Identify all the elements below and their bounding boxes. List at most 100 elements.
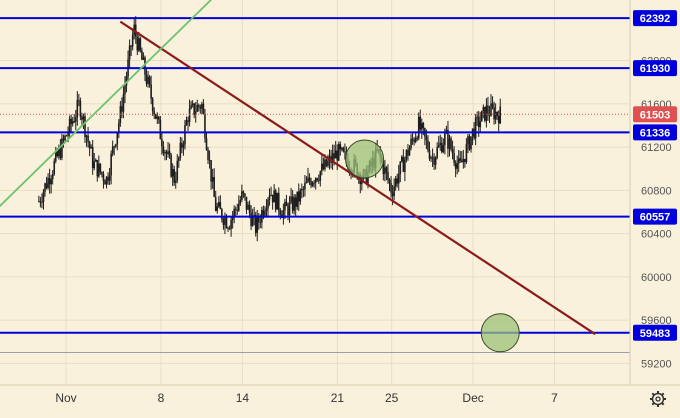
candle-body (274, 190, 277, 210)
candle-body (313, 182, 315, 184)
candle-body (470, 136, 472, 150)
candle-body (419, 116, 422, 130)
candle-body (108, 175, 111, 181)
candle-body (316, 178, 319, 181)
candle-body (148, 76, 151, 85)
last-price-badge (633, 106, 677, 123)
candle-body (222, 219, 225, 225)
candle-body (82, 116, 85, 120)
level-label: 61336 (640, 127, 671, 139)
candle-body (110, 153, 112, 176)
candle-body (130, 45, 132, 47)
candle-body (264, 211, 266, 216)
candle-body (417, 116, 420, 139)
candle-body (484, 106, 486, 121)
candle-body (64, 135, 66, 141)
candle-body (325, 159, 328, 166)
candle-body (47, 177, 49, 188)
candle-body (276, 192, 279, 210)
candle-body (270, 194, 272, 196)
candle-body (290, 196, 292, 202)
price-badges: 62392 61930 61503 61336 60557 59483 (633, 10, 677, 341)
candle-body (196, 105, 199, 112)
candle-body (227, 227, 229, 229)
candle-body (188, 108, 191, 123)
candle-body (239, 199, 242, 204)
candle-body (497, 116, 500, 124)
candle-body (477, 116, 480, 128)
candle-body (88, 141, 91, 149)
candle-body (322, 163, 325, 170)
candle-body (414, 137, 417, 142)
candle-body (408, 147, 411, 156)
candle-body (56, 151, 59, 157)
candle-body (111, 146, 114, 154)
candle-body (402, 156, 405, 172)
candle-body (425, 136, 428, 141)
candle-body (321, 163, 323, 172)
candle-body (164, 151, 166, 154)
candle-body (228, 228, 231, 230)
candle-body (437, 145, 440, 148)
candle-body (444, 133, 446, 146)
candle-body (456, 163, 458, 169)
candle-body (202, 103, 205, 114)
candle-body (294, 197, 297, 207)
candle-body (405, 150, 408, 160)
candle-body (267, 199, 269, 209)
candle-body (467, 136, 469, 145)
candle-body (416, 137, 418, 139)
candle-body (101, 172, 103, 175)
candle-body (118, 122, 120, 133)
candle-body (427, 140, 429, 151)
y-tick-label: 59600 (641, 315, 672, 327)
candle-body (39, 201, 42, 203)
candle-body (465, 144, 468, 163)
candle-body (440, 142, 443, 153)
candle-body (245, 196, 248, 210)
candle-body (68, 118, 71, 133)
candle-body (113, 146, 116, 148)
candle-body (150, 84, 152, 99)
candle-body (482, 106, 485, 111)
candle-body (193, 103, 195, 115)
candle-body (44, 183, 46, 192)
candle-body (337, 144, 340, 161)
candle-body (399, 161, 402, 175)
candle-body (451, 149, 454, 154)
candle-body (474, 117, 477, 139)
candle-body (388, 179, 391, 183)
candle-body (182, 144, 185, 148)
candle-body (107, 176, 109, 181)
level-badge (633, 60, 677, 77)
candle-body (327, 161, 329, 166)
candle-body (448, 138, 451, 149)
candle-body (314, 178, 317, 183)
trendlines (0, 0, 596, 336)
candle-body (439, 142, 442, 146)
candle-body (256, 216, 259, 233)
candle-body (244, 193, 246, 197)
candle-body (158, 116, 160, 120)
candle-body (198, 105, 200, 107)
candle-body (464, 158, 466, 163)
candle-body (233, 208, 235, 216)
x-tick-label: 14 (236, 391, 250, 405)
candle-body (396, 178, 398, 184)
candle-body (462, 158, 465, 163)
candle-body (307, 177, 309, 182)
candle-body (93, 161, 96, 169)
candle-body (38, 201, 40, 202)
candle-body (297, 191, 300, 202)
candle-body (259, 222, 262, 223)
x-tick-label: 7 (551, 391, 558, 405)
candle-body (105, 176, 108, 185)
candle-body (78, 100, 80, 101)
candle-body (154, 114, 157, 119)
candle-body (468, 136, 471, 150)
support-trendline (0, 0, 213, 208)
candle-body (431, 157, 434, 159)
settings-button[interactable] (650, 391, 666, 407)
candle-body (457, 158, 460, 164)
